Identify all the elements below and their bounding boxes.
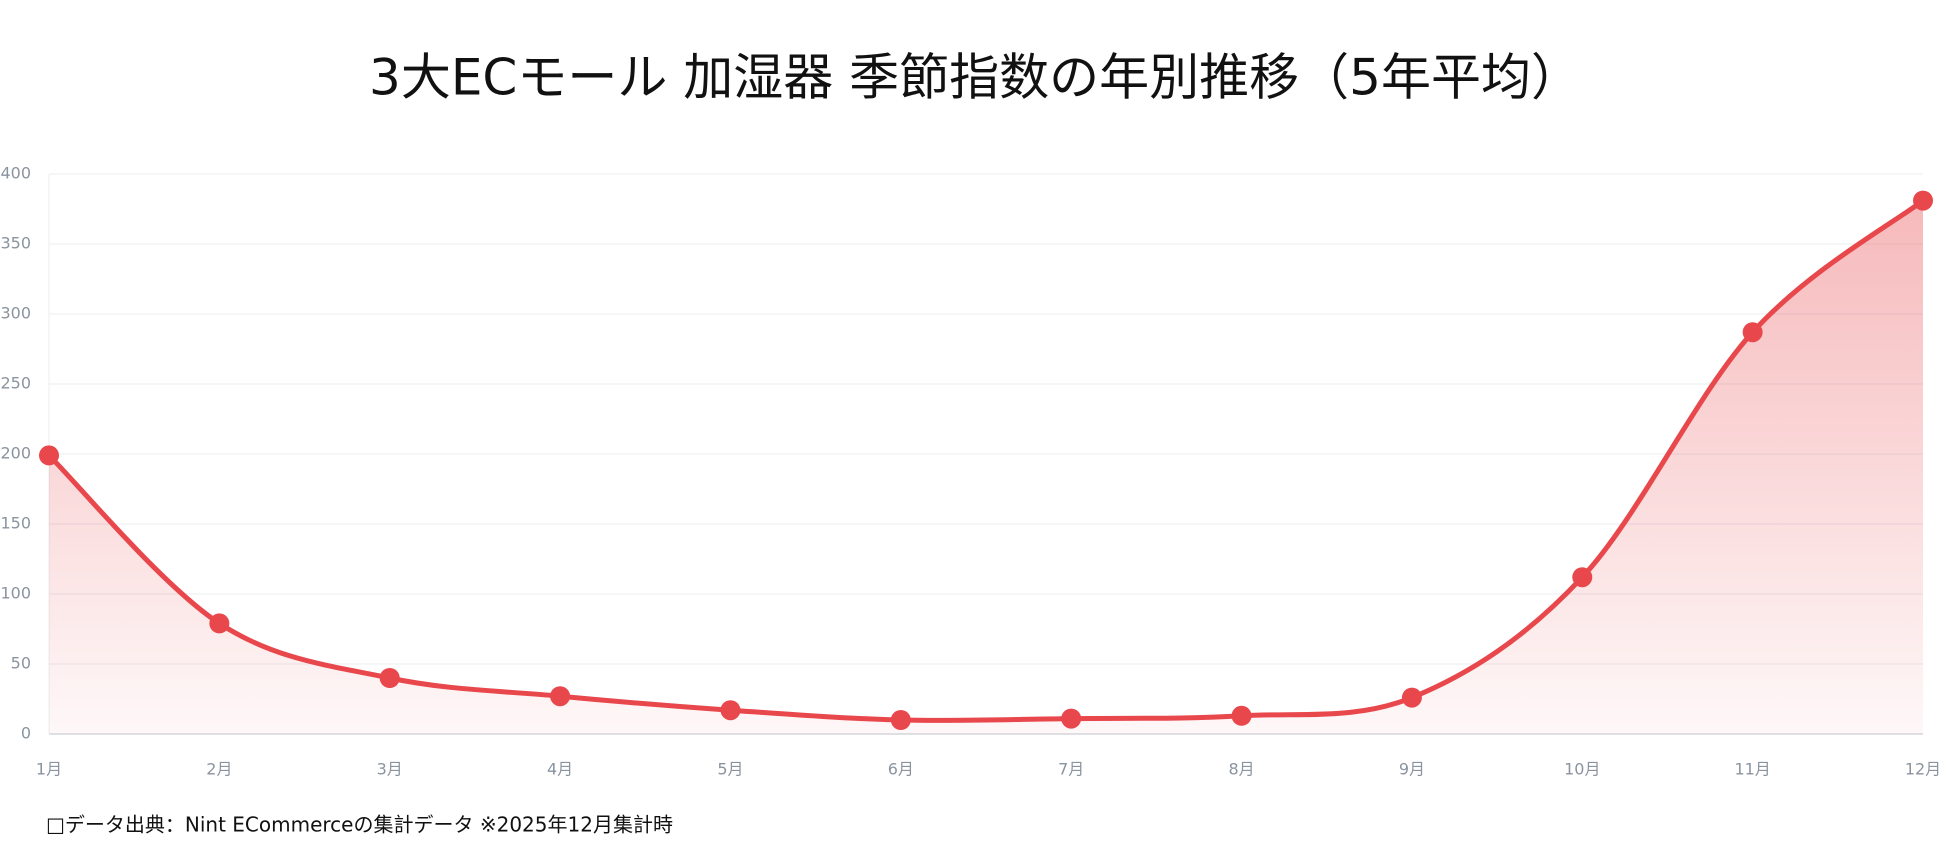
area: [49, 200, 1923, 735]
point: [39, 445, 59, 466]
point: [720, 700, 741, 721]
y-tick-label: 100: [0, 584, 31, 603]
x-tick-label: 8月: [1228, 760, 1254, 779]
x-tick-label: 11月: [1734, 760, 1770, 779]
point: [379, 668, 400, 688]
point: [1061, 708, 1082, 729]
point: [1572, 567, 1593, 588]
y-tick-label: 50: [11, 654, 31, 673]
x-tick-label: 6月: [888, 760, 914, 779]
x-tick-label: 4月: [547, 760, 573, 779]
y-tick-label: 250: [0, 374, 31, 393]
y-tick-label: 350: [0, 234, 31, 253]
point: [1742, 322, 1763, 343]
x-tick-label: 2月: [206, 760, 232, 779]
x-tick-label: 5月: [717, 760, 743, 779]
y-tick-label: 200: [0, 444, 31, 463]
x-tick-label: 7月: [1058, 760, 1084, 779]
y-tick-label: 0: [21, 724, 31, 743]
chart-title: 3大ECモール 加湿器 季節指数の年別推移（5年平均）: [369, 49, 1581, 107]
point: [1913, 190, 1933, 211]
point: [1401, 687, 1422, 708]
point: [890, 710, 911, 730]
x-tick-label: 9月: [1399, 760, 1425, 779]
y-tick-label: 400: [0, 164, 31, 183]
y-tick-label: 150: [0, 514, 31, 533]
x-tick-label: 12月: [1905, 760, 1941, 779]
x-tick-label: 3月: [377, 760, 403, 779]
line: [47, 198, 1925, 723]
y-tick-label: 300: [0, 304, 31, 323]
x-tick-label: 1月: [36, 760, 62, 779]
point: [209, 613, 230, 634]
point: [550, 686, 571, 707]
footnote: □データ出典：Nint ECommerceの集計データ ※2025年12月集計時: [46, 813, 673, 837]
point: [1231, 705, 1252, 726]
x-tick-label: 10月: [1564, 760, 1600, 779]
